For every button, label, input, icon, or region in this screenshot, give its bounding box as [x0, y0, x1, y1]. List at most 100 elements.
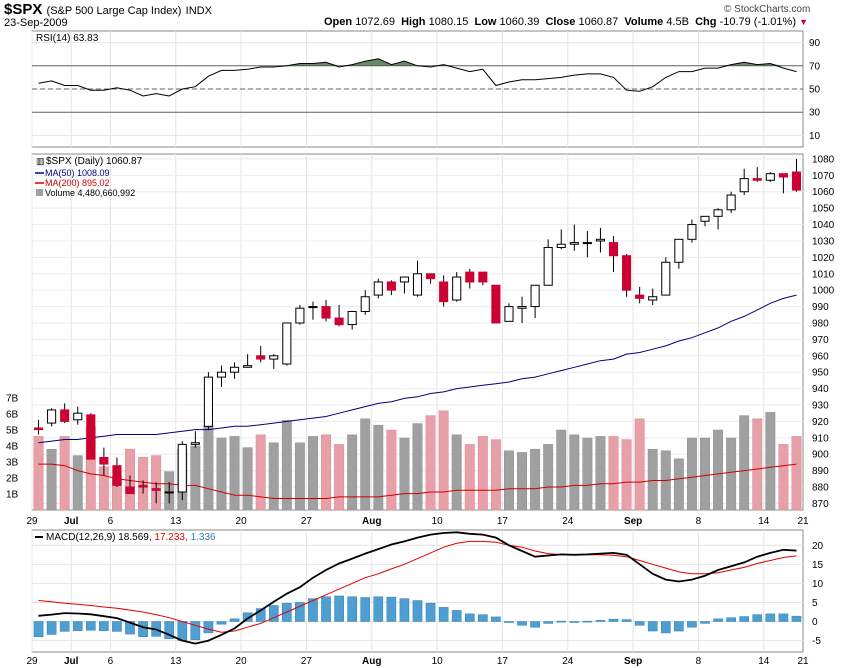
x-tick-label-bottom: 20 — [236, 656, 248, 667]
macd-histogram-bar — [46, 621, 57, 635]
volume-bar — [713, 429, 724, 511]
macd-signal-line — [38, 540, 797, 633]
price-y-tick-label: 940 — [812, 384, 829, 395]
volume-bar — [451, 434, 462, 511]
macd-histogram-bar — [360, 597, 371, 622]
volume-bar — [438, 410, 449, 511]
candle-body — [426, 273, 436, 280]
x-tick-label: 21 — [797, 516, 809, 527]
x-tick-label: Aug — [362, 516, 381, 527]
candle-body — [648, 296, 658, 301]
volume-bar — [543, 444, 554, 511]
down-arrow-icon: ▼ — [799, 17, 808, 27]
rsi-y-tick-label: 90 — [809, 38, 821, 49]
volume-legend-swatch — [36, 189, 43, 196]
volume-bar — [334, 444, 345, 511]
volume-bar — [399, 437, 410, 511]
price-y-tick-label: 990 — [812, 302, 829, 313]
volume-bar — [281, 420, 292, 511]
macd-histogram-bar — [190, 621, 201, 641]
candle-body — [726, 194, 736, 211]
low-label: Low — [474, 16, 497, 28]
low-value: 1060.39 — [499, 16, 540, 28]
macd-histogram-bar — [438, 607, 449, 622]
high-value: 1080.15 — [428, 16, 469, 28]
macd-histogram-bar — [164, 621, 175, 639]
x-tick-label-bottom: Jul — [64, 656, 79, 667]
macd-histogram-bar — [752, 614, 763, 622]
price-y-tick-label: 970 — [812, 335, 829, 346]
x-tick-label: 6 — [108, 516, 114, 527]
x-tick-label-bottom: 24 — [562, 656, 574, 667]
candle-body — [243, 365, 253, 368]
candle-body — [622, 255, 632, 291]
volume-bar — [308, 436, 318, 511]
candle-body — [412, 273, 423, 296]
macd-histogram-bar — [739, 616, 750, 622]
macd-histogram-bar — [112, 621, 122, 632]
price-y-tick-label: 870 — [812, 499, 829, 510]
macd-histogram-bar — [347, 596, 357, 622]
price-y-tick-label: 980 — [812, 318, 829, 329]
price-y-tick-label: 1020 — [812, 253, 835, 264]
volume-bar — [203, 424, 214, 511]
macd-histogram-bar — [229, 618, 240, 622]
x-tick-label: 10 — [432, 516, 444, 527]
candle-body — [47, 409, 57, 424]
rsi-y-tick-label: 30 — [809, 108, 821, 119]
macd-y-tick-label: 10 — [812, 579, 824, 590]
volume-bar — [530, 448, 541, 511]
symbol: $SPX — [4, 1, 43, 18]
candle-body — [517, 306, 527, 309]
macd-histogram-bar — [334, 595, 344, 622]
macd-histogram-bar — [674, 621, 684, 632]
candle-body — [229, 366, 240, 373]
candle-body — [282, 322, 292, 365]
candle-body — [739, 178, 749, 193]
macd-histogram-bar — [321, 596, 331, 622]
candle-body — [595, 238, 606, 242]
open-value: 1072.69 — [355, 16, 395, 28]
macd-histogram-bar — [569, 621, 580, 623]
candle-body — [569, 242, 579, 245]
candle-body — [269, 355, 279, 360]
rsi-legend: RSI(14) 63.83 — [36, 33, 99, 44]
price-y-tick-label: 920 — [812, 417, 829, 428]
volume-bar — [504, 450, 514, 511]
macd-histogram-bar — [634, 621, 645, 626]
candle-body — [125, 486, 135, 495]
candle-body — [439, 281, 449, 303]
candle-body — [73, 412, 83, 421]
volume-y-tick-label: 7B — [6, 394, 19, 405]
macd-histogram-bar — [203, 621, 214, 634]
x-tick-label-bottom: 27 — [301, 656, 313, 667]
x-tick-label-bottom: 8 — [696, 656, 702, 667]
price-y-tick-label: 1030 — [812, 236, 835, 247]
volume-bar — [686, 437, 697, 511]
macd-histogram-bar — [177, 621, 188, 641]
volume-bar — [190, 445, 201, 511]
candle-body — [700, 215, 710, 222]
macd-histogram-bar — [255, 608, 266, 622]
volume-bar — [412, 423, 423, 511]
volume-bar — [373, 424, 384, 511]
volume-y-tick-label: 6B — [6, 410, 19, 421]
volume-y-tick-label: 4B — [6, 442, 19, 453]
volume-bar — [517, 452, 527, 511]
macd-histogram-bar — [373, 596, 384, 622]
chg-label: Chg — [695, 16, 717, 28]
volume-bar — [490, 439, 501, 511]
price-y-tick-label: 930 — [812, 401, 829, 412]
candle-body — [661, 261, 671, 296]
candle-body — [256, 355, 266, 360]
volume-bar — [242, 447, 253, 511]
volume-bar — [425, 415, 436, 511]
price-y-tick-label: 910 — [812, 433, 829, 444]
macd-histogram-bar — [582, 620, 593, 623]
candle-body — [99, 457, 109, 465]
price-y-tick-label: 960 — [812, 351, 829, 362]
macd-histogram-bar — [595, 620, 606, 622]
candle-body — [177, 443, 187, 493]
x-tick-label: 27 — [301, 516, 313, 527]
candle-body — [687, 224, 697, 240]
